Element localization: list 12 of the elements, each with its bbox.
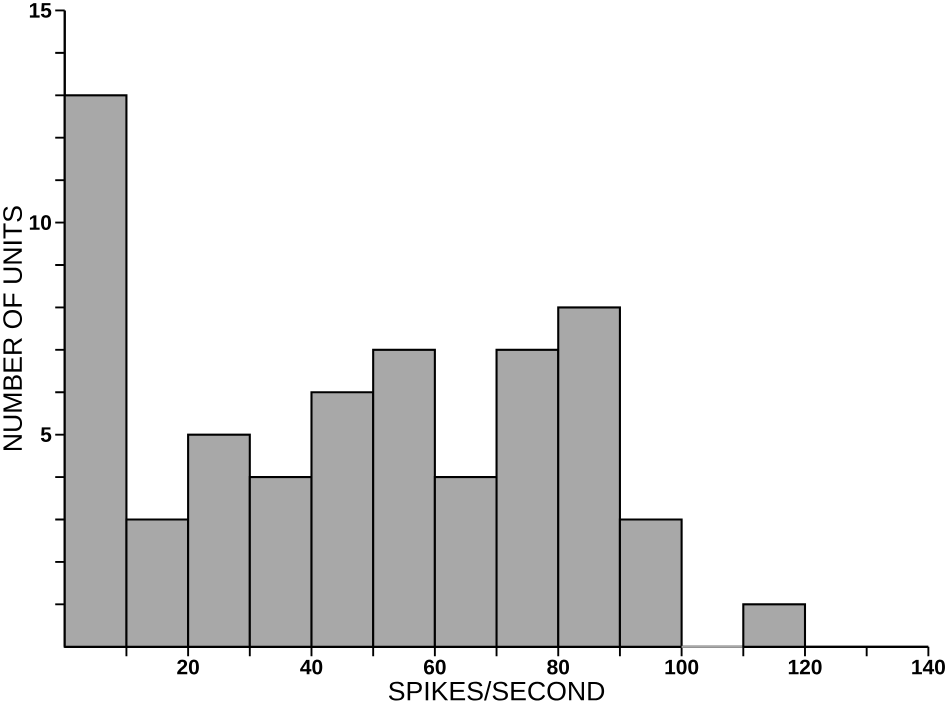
x-tick-label: 60 <box>424 660 446 675</box>
y-tick-label: 10 <box>30 215 52 230</box>
x-tick-label: 20 <box>177 660 199 675</box>
x-tick-label: 120 <box>788 660 822 675</box>
x-tick-label: 40 <box>300 660 322 675</box>
y-tick-label: 15 <box>30 3 52 18</box>
x-axis-title: SPIKES/SECOND <box>388 681 604 701</box>
y-axis-title: NUMBER OF UNITS <box>3 206 22 450</box>
x-tick-label: 100 <box>665 660 698 675</box>
x-tick-label: 80 <box>547 660 570 675</box>
x-tick-label: 140 <box>912 660 945 675</box>
y-tick-label: 5 <box>40 427 52 442</box>
